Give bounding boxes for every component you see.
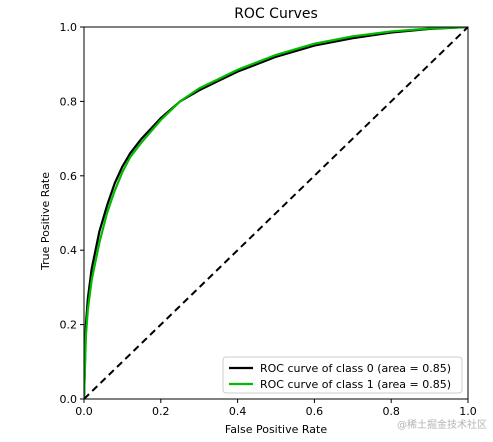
y-tick-label: 0.2 (60, 319, 78, 332)
x-tick-label: 0.2 (152, 405, 170, 418)
x-tick-label: 0.0 (75, 405, 93, 418)
plot-area: 0.0 0.2 0.4 0.6 0.8 1.0 0.0 0.2 0.4 0.6 0.8 1.0 (60, 21, 477, 418)
y-axis-label: True Positive Rate (39, 172, 52, 271)
legend-box (222, 356, 463, 394)
legend: ROC curve of class 0 (area = 0.85) ROC cu… (222, 356, 463, 394)
x-tick-label: 0.4 (229, 405, 247, 418)
watermark-text: @稀土掘金技术社区 (397, 418, 487, 431)
y-tick-label: 0.4 (60, 244, 78, 257)
axes-frame (83, 26, 469, 400)
roc-curve-class-0 (84, 27, 468, 399)
legend-entry: ROC curve of class 1 (area = 0.85) (260, 378, 451, 391)
x-axis-label: False Positive Rate (225, 423, 327, 436)
x-tick-label: 0.6 (306, 405, 324, 418)
chart-title: ROC Curves (234, 6, 318, 22)
x-tick-label: 1.0 (459, 405, 477, 418)
x-tick-label: 0.8 (382, 405, 400, 418)
diagonal-reference-line (84, 27, 468, 399)
y-tick-label: 1.0 (60, 21, 78, 34)
y-tick-label: 0.0 (60, 393, 78, 406)
roc-curve-class-1 (84, 27, 468, 399)
y-tick-label: 0.6 (60, 170, 78, 183)
legend-entry: ROC curve of class 0 (area = 0.85) (260, 362, 451, 375)
y-tick-label: 0.8 (60, 95, 78, 108)
